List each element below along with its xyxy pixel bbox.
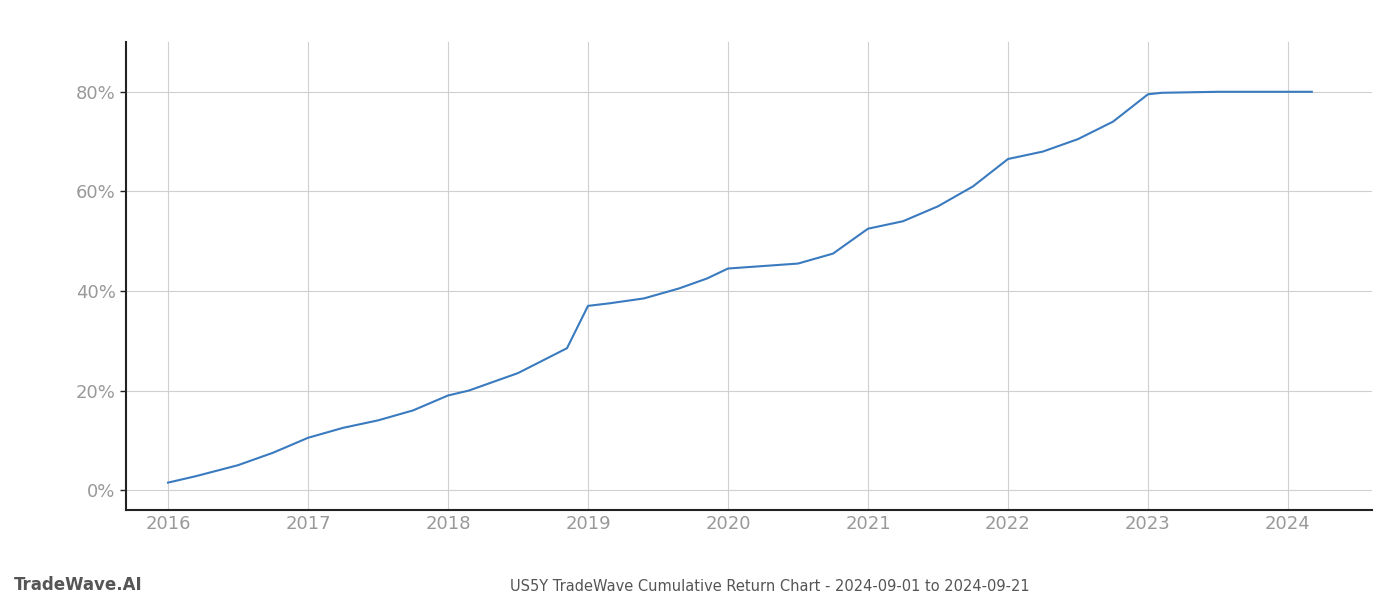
Text: TradeWave.AI: TradeWave.AI xyxy=(14,576,143,594)
Text: US5Y TradeWave Cumulative Return Chart - 2024-09-01 to 2024-09-21: US5Y TradeWave Cumulative Return Chart -… xyxy=(510,579,1030,594)
